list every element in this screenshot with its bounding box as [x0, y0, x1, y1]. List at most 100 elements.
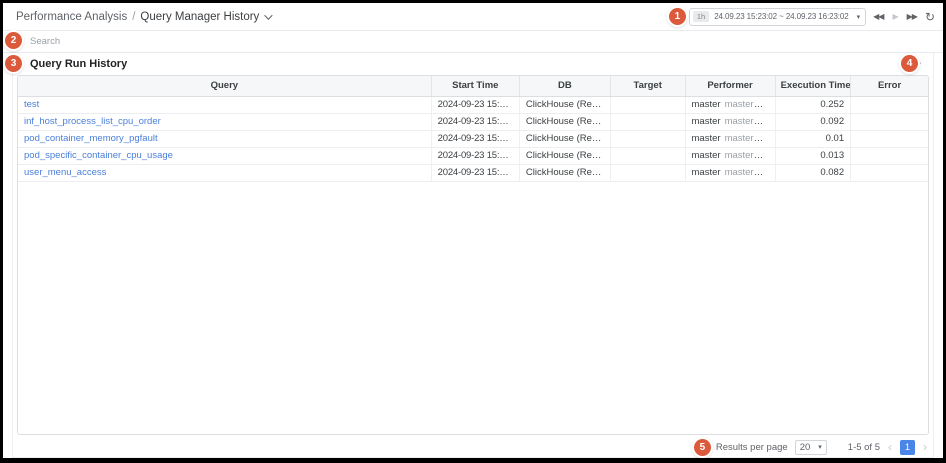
section-header: Query Run History ⋯	[13, 53, 933, 75]
column-header-db: DB	[519, 76, 611, 97]
results-per-page-label: Results per page	[715, 441, 788, 453]
table-row: pod_specific_container_cpu_usage 2024-09…	[18, 147, 928, 165]
error-cell	[850, 113, 928, 131]
previous-page-button[interactable]: ‹	[888, 440, 892, 454]
performer-name: master	[691, 99, 721, 110]
breadcrumb-parent[interactable]: Performance Analysis	[16, 10, 128, 23]
time-skip-forward-button[interactable]: ▶▶	[906, 11, 918, 21]
db-cell: ClickHouse (Repository)	[519, 147, 611, 165]
pagination-bar: 5 Results per page 20 ▾ 1-5 of 5 ‹ 1 ›	[13, 437, 933, 457]
start-time-cell: 2024-09-23 15:54:11	[431, 113, 520, 131]
start-time-cell: 2024-09-23 15:54:15	[431, 96, 520, 114]
time-range-value: 24.09.23 15:23:02 ~ 24.09.23 16:23:02	[714, 12, 849, 21]
duration-badge: 1h	[692, 11, 710, 22]
error-cell	[850, 130, 928, 148]
breadcrumb-current[interactable]: Query Manager History	[140, 10, 273, 23]
performer-name: master	[691, 116, 721, 127]
page-1-button[interactable]: 1	[900, 439, 915, 455]
column-header-performer: Performer	[685, 76, 776, 97]
query-run-history-table: Query Start Time DB Target Performer Exe…	[17, 75, 929, 435]
callout-badge-1: 1	[668, 8, 686, 25]
performer-detail: master@exe...	[724, 99, 775, 110]
time-range-selector[interactable]: 1h 24.09.23 15:23:02 ~ 24.09.23 16:23:02…	[688, 7, 867, 26]
column-header-error: Error	[850, 76, 928, 97]
query-cell: user_menu_access	[18, 164, 432, 182]
performer-name: master	[691, 167, 721, 178]
performer-cell: mastermaster@exe...	[685, 164, 776, 182]
performer-cell: mastermaster@exe...	[685, 113, 776, 131]
table-row: inf_host_process_list_cpu_order 2024-09-…	[18, 113, 928, 131]
table-row: test 2024-09-23 15:54:15 ClickHouse (Rep…	[18, 96, 928, 114]
table-row: user_menu_access 2024-09-23 15:53:36 Cli…	[18, 164, 928, 182]
query-link[interactable]: user_menu_access	[24, 167, 107, 178]
target-cell	[610, 113, 686, 131]
performer-cell: mastermaster@exe...	[685, 130, 776, 148]
column-header-query: Query	[18, 76, 432, 97]
query-link[interactable]: pod_specific_container_cpu_usage	[24, 150, 173, 161]
db-cell: ClickHouse (Repository)	[519, 164, 611, 182]
db-cell: ClickHouse (Repository)	[519, 96, 611, 114]
results-range: 1-5 of 5	[847, 441, 880, 453]
column-header-execution-time: Execution Time (sec)	[775, 76, 852, 97]
per-page-value: 20	[799, 441, 811, 453]
error-cell	[850, 164, 928, 182]
breadcrumb: Performance Analysis / Query Manager His…	[16, 10, 273, 23]
query-cell: test	[18, 96, 432, 114]
performer-name: master	[691, 133, 721, 144]
callout-badge-2: 2	[5, 32, 22, 49]
page-title: Query Manager History	[140, 10, 260, 23]
table-row: pod_container_memory_pgfault 2024-09-23 …	[18, 130, 928, 148]
top-bar: Performance Analysis / Query Manager His…	[3, 3, 943, 31]
start-time-cell: 2024-09-23 15:54:01	[431, 147, 520, 165]
chevron-down-icon	[264, 10, 273, 20]
execution-time-cell: 0.013	[775, 147, 852, 165]
table-header-row: Query Start Time DB Target Performer Exe…	[18, 76, 928, 97]
next-page-button[interactable]: ›	[923, 440, 927, 454]
query-link[interactable]: pod_container_memory_pgfault	[24, 133, 158, 144]
start-time-cell: 2024-09-23 15:54:07	[431, 130, 520, 148]
db-cell: ClickHouse (Repository)	[519, 130, 611, 148]
query-run-history-section: Query Run History ⋯ Query Start Time DB …	[12, 53, 934, 458]
search-bar	[3, 31, 943, 53]
results-per-page-select[interactable]: 20 ▾	[794, 439, 827, 455]
target-cell	[610, 164, 686, 182]
execution-time-cell: 0.252	[775, 96, 852, 114]
target-cell	[610, 96, 686, 114]
performer-detail: master@exe...	[724, 167, 775, 178]
db-cell: ClickHouse (Repository)	[519, 113, 611, 131]
callout-badge-3: 3	[5, 55, 22, 72]
callout-badge-4: 4	[901, 55, 918, 72]
execution-time-cell: 0.092	[775, 113, 852, 131]
query-cell: pod_specific_container_cpu_usage	[18, 147, 432, 165]
performer-detail: master@exe...	[724, 133, 775, 144]
error-cell	[850, 147, 928, 165]
caret-down-icon: ▾	[818, 444, 822, 451]
query-cell: pod_container_memory_pgfault	[18, 130, 432, 148]
performer-name: master	[691, 150, 721, 161]
search-input[interactable]	[30, 36, 943, 47]
refresh-icon[interactable]: ↻	[924, 9, 935, 24]
column-header-start-time: Start Time	[431, 76, 520, 97]
performer-detail: master@exe...	[724, 150, 775, 161]
breadcrumb-separator: /	[132, 10, 136, 23]
query-link[interactable]: inf_host_process_list_cpu_order	[24, 116, 161, 127]
start-time-cell: 2024-09-23 15:53:36	[431, 164, 520, 182]
error-cell	[850, 96, 928, 114]
time-skip-back-button[interactable]: ◀◀	[873, 11, 884, 21]
performer-cell: mastermaster@exe...	[685, 96, 776, 114]
execution-time-cell: 0.082	[775, 164, 852, 182]
time-controls: 1 1h 24.09.23 15:23:02 ~ 24.09.23 16:23:…	[668, 7, 935, 26]
section-title: Query Run History	[30, 58, 128, 70]
callout-badge-5: 5	[693, 438, 711, 456]
target-cell	[610, 130, 686, 148]
performer-cell: mastermaster@exe...	[685, 147, 776, 165]
target-cell	[610, 147, 686, 165]
caret-down-icon: ▾	[856, 13, 861, 21]
app-window: Performance Analysis / Query Manager His…	[3, 3, 943, 458]
query-link[interactable]: test	[24, 99, 40, 110]
column-header-target: Target	[610, 76, 686, 97]
execution-time-cell: 0.01	[775, 130, 852, 148]
performer-detail: master@exe...	[724, 116, 775, 127]
time-play-button[interactable]: ▶	[892, 11, 898, 21]
query-cell: inf_host_process_list_cpu_order	[18, 113, 432, 131]
